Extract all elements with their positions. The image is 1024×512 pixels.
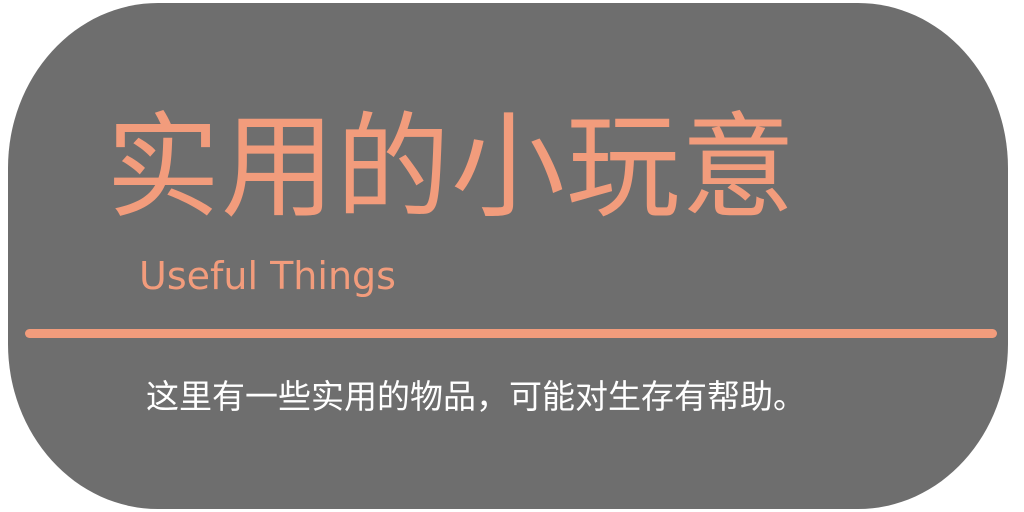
banner-title: 实用的小玩意 xyxy=(106,103,796,233)
banner-description: 这里有一些实用的物品，可能对生存有帮助。 xyxy=(146,375,806,419)
divider xyxy=(25,329,997,338)
banner-card: 实用的小玩意 Useful Things 这里有一些实用的物品，可能对生存有帮助… xyxy=(8,3,1008,509)
banner-subtitle: Useful Things xyxy=(139,253,396,299)
